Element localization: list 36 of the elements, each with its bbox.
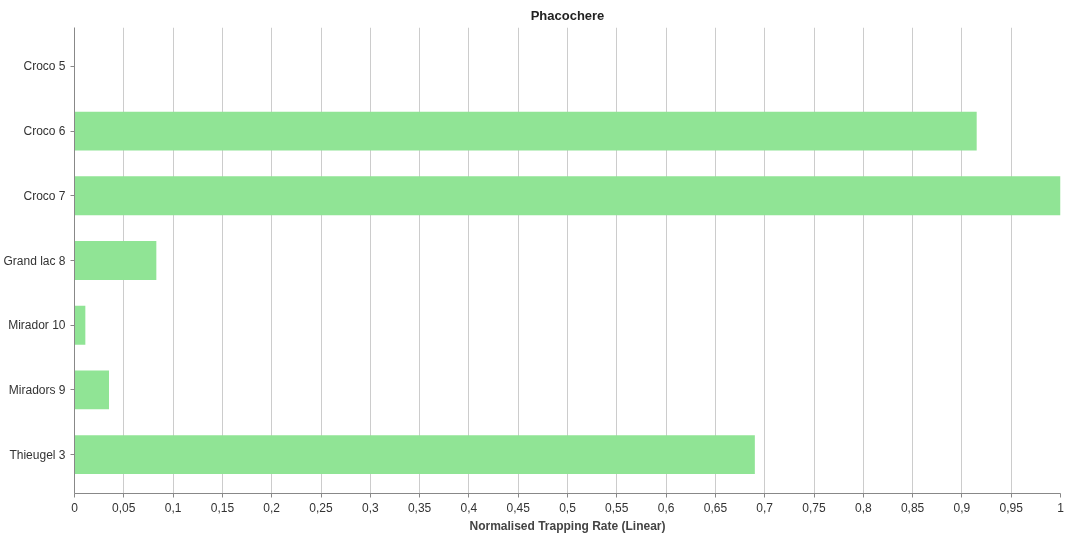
- bar: [74, 111, 977, 151]
- x-tick-label: 0,6: [657, 500, 675, 515]
- x-tick-label: 0: [71, 500, 79, 515]
- x-tick-label: 0,35: [407, 500, 432, 515]
- x-tick-label: 0,5: [559, 500, 577, 515]
- y-tick-label: Thieugel 3: [9, 447, 66, 462]
- x-tick-label: 0,25: [309, 500, 333, 515]
- x-tick-label: 0,45: [506, 500, 531, 515]
- x-tick-label: 0,9: [953, 500, 971, 515]
- bar: [74, 241, 157, 280]
- bar: [74, 176, 1061, 216]
- x-axis-title: Normalised Trapping Rate (Linear): [469, 518, 666, 533]
- bar: [74, 305, 86, 345]
- x-tick-label: 0,4: [460, 500, 478, 515]
- x-tick-label: 0,3: [361, 500, 379, 515]
- x-tick-label: 0,1: [164, 500, 182, 515]
- x-tick-label: 0,95: [999, 500, 1024, 515]
- x-tick-label: 0,2: [263, 500, 281, 515]
- chart-title: Phacochere: [530, 7, 605, 23]
- x-tick-label: 0,65: [703, 500, 728, 515]
- y-tick-label: Croco 7: [23, 188, 66, 203]
- bar: [74, 370, 110, 410]
- y-tick-label: Miradors 9: [8, 382, 66, 397]
- y-tick-label: Croco 5: [23, 59, 66, 74]
- y-tick-label: Mirador 10: [8, 318, 66, 333]
- x-tick-label: 0,7: [756, 500, 774, 515]
- bar: [74, 435, 755, 475]
- x-tick-label: 1: [1057, 500, 1065, 515]
- x-tick-label: 0,75: [802, 500, 826, 515]
- x-tick-label: 0,55: [605, 500, 629, 515]
- x-tick-label: 0,8: [854, 500, 872, 515]
- y-tick-label: Croco 6: [23, 124, 66, 139]
- y-tick-label: Grand lac 8: [3, 253, 66, 268]
- x-tick-label: 0,15: [210, 500, 235, 515]
- x-tick-label: 0,85: [900, 500, 925, 515]
- x-tick-label: 0,05: [112, 500, 136, 515]
